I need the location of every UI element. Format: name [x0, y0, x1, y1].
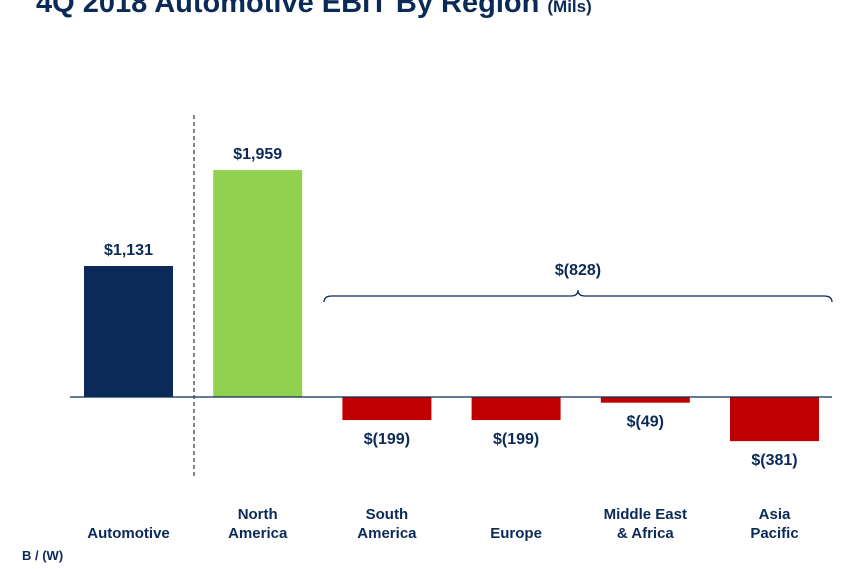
- category-label-4: Europe: [490, 525, 542, 542]
- chart-title-units: (Mils): [547, 0, 592, 16]
- category-label-5-line-1: Middle East: [604, 506, 687, 523]
- category-label-2-line-1: North: [238, 506, 278, 523]
- chart-title: 4Q 2018 Automotive EBIT By Region (Mils): [36, 0, 592, 24]
- category-label-3-line-2: America: [357, 525, 417, 542]
- bar-3: [342, 397, 432, 421]
- data-label-5: $(49): [627, 414, 664, 431]
- data-label-6: $(381): [751, 452, 797, 469]
- data-label-2: $1,959: [233, 146, 282, 163]
- bracket: [323, 289, 833, 303]
- bar-4: [471, 397, 561, 421]
- category-label-6-line-2: Pacific: [750, 525, 798, 542]
- bar-2: [213, 170, 303, 397]
- bar-6: [730, 397, 819, 442]
- data-label-4: $(199): [493, 431, 539, 448]
- bar-5: [600, 397, 690, 403]
- category-label-6-line-1: Asia: [759, 506, 791, 523]
- data-label-1: $1,131: [104, 242, 153, 259]
- bracket-label: $(828): [555, 262, 601, 279]
- category-label-1: Automotive: [87, 525, 170, 542]
- category-label-3-line-1: South: [366, 506, 409, 523]
- category-label-2-line-2: America: [228, 525, 288, 542]
- data-label-3: $(199): [364, 431, 410, 448]
- better-worse-label: B / (W): [22, 548, 64, 563]
- category-label-5-line-2: & Africa: [617, 525, 675, 542]
- bar-1: [84, 266, 173, 397]
- chart-title-main: 4Q 2018 Automotive EBIT By Region: [36, 0, 540, 19]
